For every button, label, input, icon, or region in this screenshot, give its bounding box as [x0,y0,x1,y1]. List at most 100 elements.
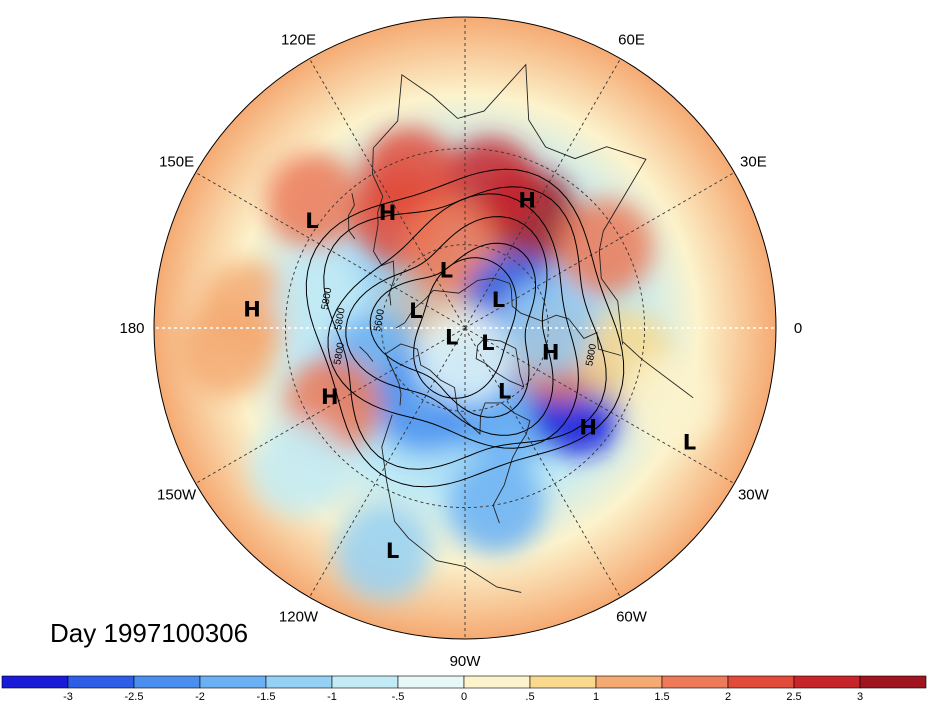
longitude-label-lon-30e: 30E [740,154,767,171]
high-pressure-label: H [243,297,261,321]
colorbar-tick-label: 1 [593,691,599,702]
contour-value-label: 5800 [584,343,599,367]
height-contour [305,168,625,488]
anomaly-blob [179,300,276,397]
longitude-labels: 90E 60E 30E 0 30W 60W 90W 120W 150W 180 150E 120E [119,0,802,670]
coastline [622,341,694,399]
colorbar-swatch [529,675,597,689]
latitude-circle [284,147,646,509]
anomaly-blob [335,504,432,601]
meridian-line [195,327,466,484]
height-contour [413,257,517,399]
colorbar-tick-label: -2.5 [125,691,144,702]
low-pressure-label: L [305,209,318,233]
coastline [372,63,647,345]
anomaly-field [154,17,776,639]
longitude-label-lon-150w: 150W [157,487,197,504]
high-pressure-label: H [321,385,339,409]
longitude-label-lon-90w: 90W [450,653,482,670]
height-contour [327,193,579,449]
day-title-value: 1997100306 [103,618,249,648]
colorbar-swatch [793,675,861,689]
colorbar-swatch [133,675,201,689]
graticule [154,17,776,639]
high-pressure-label: H [542,341,560,365]
meridian-line [464,58,621,329]
low-pressure-label: L [492,288,505,312]
longitude-label-lon-60e: 60E [618,32,645,49]
longitude-label-lon-120w: 120W [279,608,319,625]
anomaly-blob [448,456,545,553]
colorbar-tick-label: 1.5 [654,691,669,702]
low-pressure-label: L [440,259,453,283]
coastline [395,277,622,356]
colorbar-swatch [463,675,531,689]
colorbar-tick-label: -1.5 [257,691,276,702]
meridian-line [464,327,735,484]
colorbar-swatch [331,675,399,689]
contour-value-label: 5800 [332,341,347,365]
colorbar-tick-label: .5 [525,691,534,702]
colorbar-swatch [727,675,795,689]
longitude-label-lon-90e: 90E [452,0,479,4]
longitude-label-lon-60w: 60W [616,608,648,625]
coastline [381,414,522,593]
coastline [475,338,525,388]
colorbar-tick-label: 2.5 [786,691,801,702]
coastline [359,346,374,362]
high-pressure-label: H [518,189,536,213]
colorbar: -3 -2.5 -2 -1.5 -1 -.5 0 .5 1 1.5 2 2.5 3 [1,675,927,702]
colorbar-tick-label: 3 [857,691,863,702]
colorbar-swatch [1,675,69,689]
colorbar-tick-label: -1 [327,691,337,702]
anomaly-blob [417,307,513,404]
meridian-line [464,327,621,598]
longitude-label-lon-120e: 120E [281,32,316,49]
high-pressure-label: H [379,201,397,225]
latitude-circle [381,244,549,412]
low-pressure-label: L [445,325,458,349]
longitude-label-lon-150e: 150E [159,154,194,171]
colorbar-swatch [595,675,663,689]
meridian-line [309,58,466,329]
high-pressure-label: H [579,416,597,440]
colorbar-swatch [67,675,135,689]
coastline [348,193,356,240]
low-pressure-label: L [386,539,399,563]
colorbar-swatch [199,675,267,689]
height-contours [305,168,625,488]
colorbar-tick-label: -3 [63,691,73,702]
low-pressure-label: L [481,331,494,355]
coastlines [348,63,694,593]
meridian-line [309,327,466,598]
meridian-line [195,172,466,329]
colorbar-swatch [859,675,927,689]
colorbar-swatch [397,675,465,689]
colorbar-swatch [265,675,333,689]
colorbar-tick-label: -.5 [392,691,405,702]
colorbar-swatch [661,675,729,689]
day-title-prefix: Day [50,618,97,648]
low-pressure-label: L [498,379,511,403]
height-contour [369,242,537,418]
low-pressure-label: L [409,299,422,323]
anomaly-blob [557,199,654,296]
anomaly-blob [265,152,362,249]
contour-value-label: 5800 [333,307,348,331]
meridian-line [464,172,735,329]
contour-value-label: 5600 [372,308,387,332]
longitude-label-lon-30w: 30W [738,487,770,504]
colorbar-tick-label: 0 [461,691,467,702]
coastline [385,343,531,524]
map-border [153,16,777,640]
contour-value-label: 5800 [320,286,335,310]
anomaly-blob [250,419,347,516]
low-pressure-label: L [683,430,696,454]
colorbar-tick-label: 2 [725,691,731,702]
height-contour [323,186,607,470]
longitude-label-lon-180: 180 [119,320,144,337]
height-contour [345,216,554,436]
